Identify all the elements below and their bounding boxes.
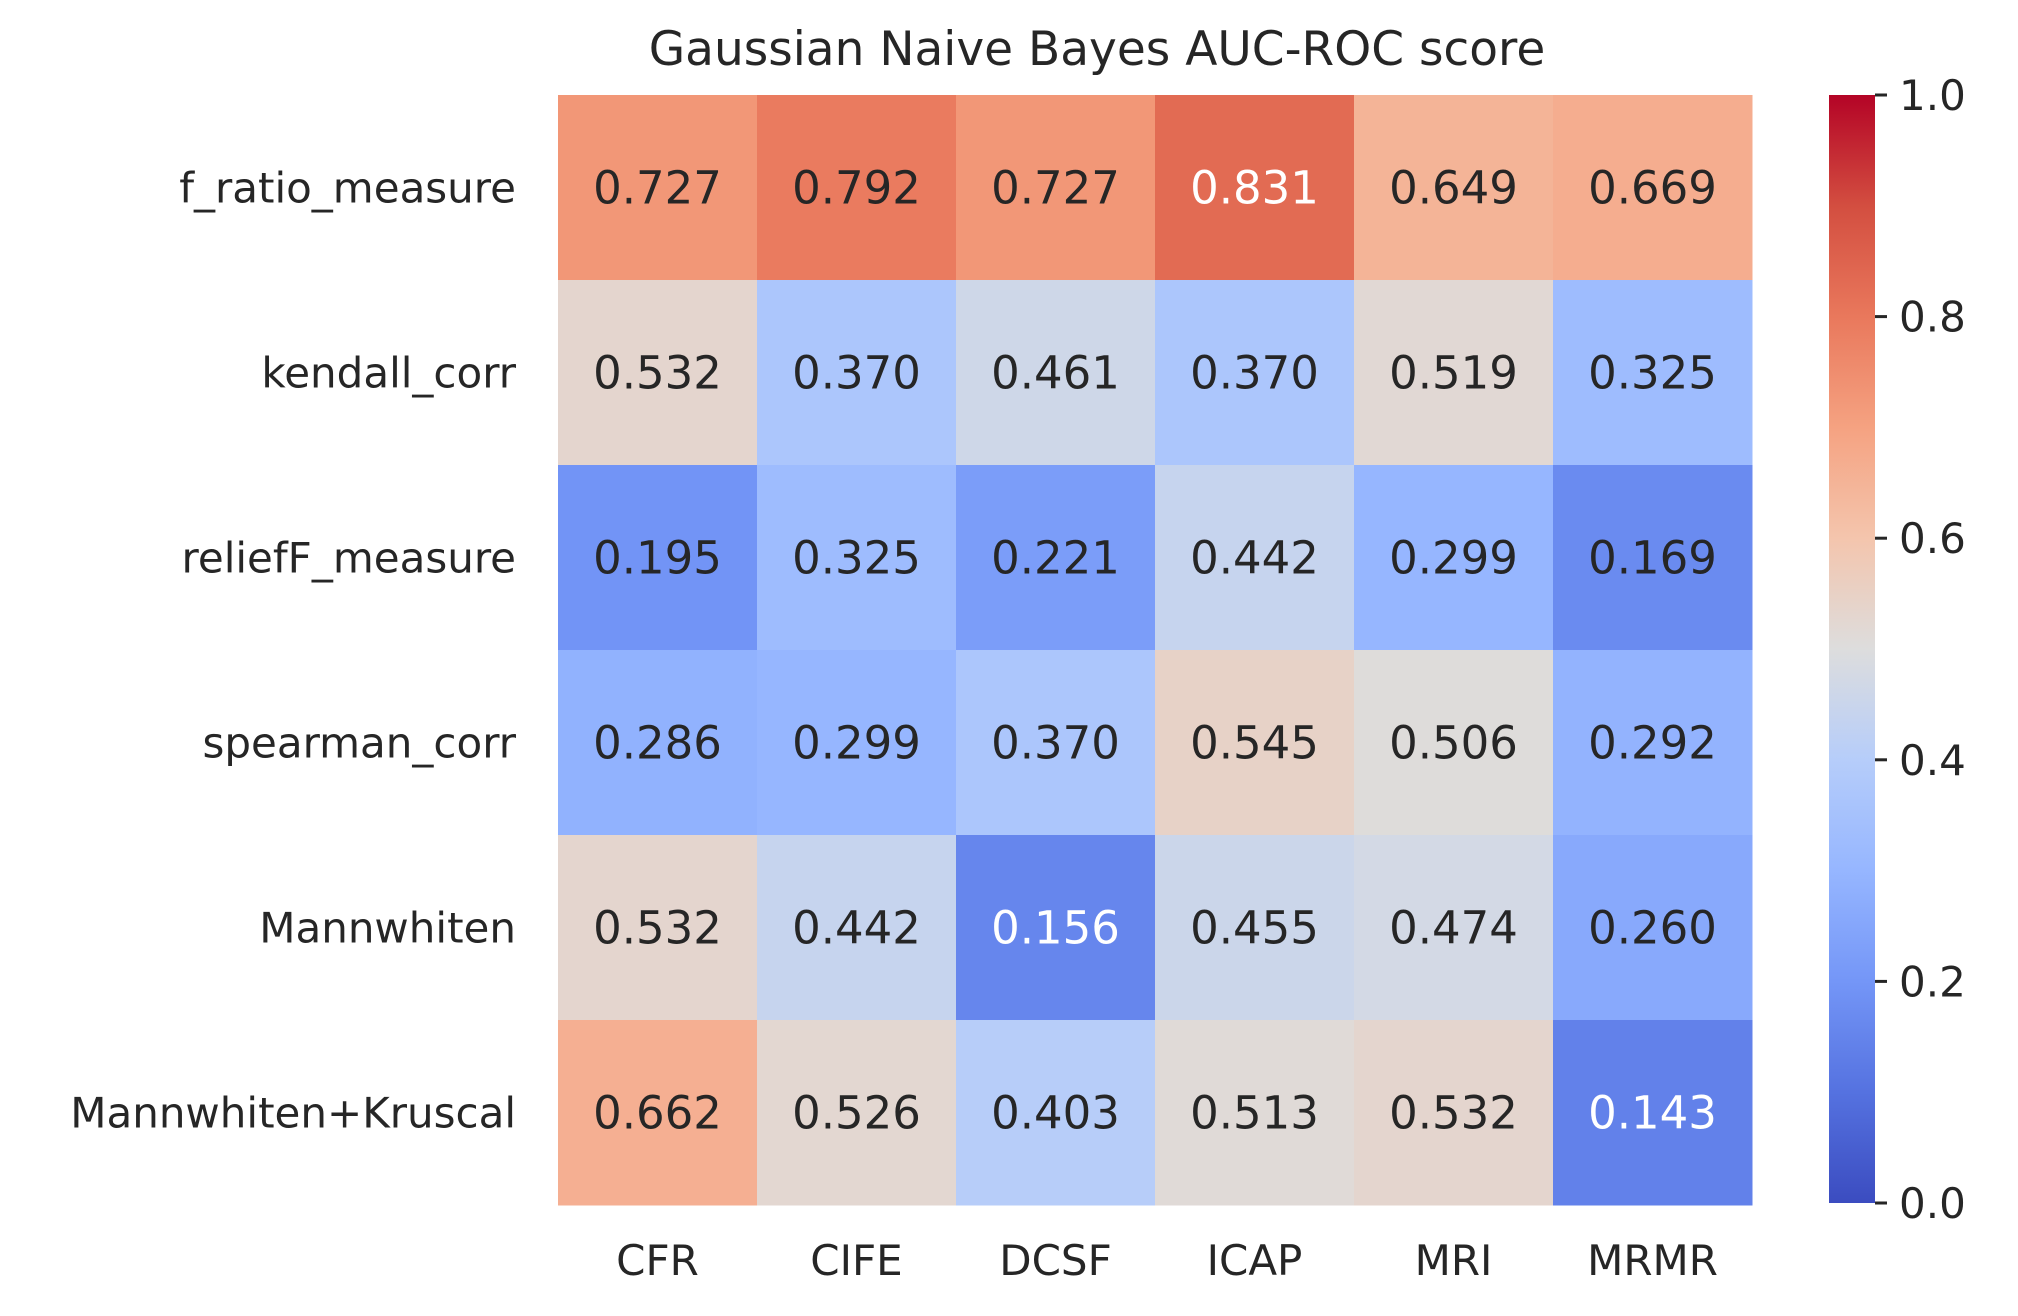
row-tick-label: kendall_corr	[261, 349, 516, 398]
cell-value-label: 0.532	[593, 902, 722, 955]
colorbar-tick-label: 1.0	[1899, 71, 1966, 120]
cell-value-label: 0.370	[991, 717, 1120, 770]
heatmap-cell	[956, 1020, 1156, 1206]
heatmap-cell	[1354, 280, 1554, 466]
cell-value-label: 0.442	[1190, 532, 1319, 585]
heatmap-cell	[1354, 835, 1554, 1021]
heatmap-cell	[956, 95, 1156, 281]
row-tick-labels: f_ratio_measure kendall_corr reliefF_measu…	[70, 164, 517, 1138]
heatmap-cell	[757, 650, 957, 836]
heatmap-cell	[1155, 1020, 1355, 1206]
cell-value-label: 0.260	[1588, 902, 1717, 955]
heatmap-cell	[1553, 835, 1753, 1021]
heatmap-cell	[1553, 280, 1753, 466]
colorbar-tick-label: 0.0	[1899, 1179, 1966, 1228]
heatmap-cell	[558, 280, 758, 466]
cell-value-label: 0.299	[1389, 532, 1518, 585]
cell-value-label: 0.370	[792, 347, 921, 400]
colorbar-tick-label: 0.8	[1899, 293, 1966, 342]
heatmap-cells	[558, 95, 1753, 1206]
heatmap-cell	[1553, 650, 1753, 836]
heatmap-cell	[1155, 835, 1355, 1021]
cell-value-label: 0.455	[1190, 902, 1319, 955]
cell-value-label: 0.370	[1190, 347, 1319, 400]
heatmap-cell	[1354, 1020, 1554, 1206]
heatmap-cell	[558, 465, 758, 651]
cell-value-label: 0.442	[792, 902, 921, 955]
chart-title: Gaussian Naive Bayes AUC-ROC score	[649, 22, 1546, 77]
row-tick-label: spearman_corr	[202, 719, 516, 768]
cell-value-label: 0.292	[1588, 717, 1717, 770]
heatmap-cell	[757, 1020, 957, 1206]
column-tick-label: CFR	[616, 1236, 699, 1285]
cell-value-label: 0.831	[1190, 162, 1319, 215]
colorbar-tick-label: 0.2	[1899, 957, 1966, 1006]
heatmap-cell	[1155, 650, 1355, 836]
heatmap-cell	[1553, 465, 1753, 651]
heatmap-cell	[558, 835, 758, 1021]
column-tick-label: ICAP	[1207, 1236, 1303, 1285]
heatmap-cell	[956, 280, 1156, 466]
cell-value-label: 0.649	[1389, 162, 1518, 215]
heatmap-cell	[757, 95, 957, 281]
heatmap-cell	[558, 650, 758, 836]
cell-value-label: 0.662	[593, 1087, 722, 1140]
row-tick-label: reliefF_measure	[182, 534, 516, 583]
column-tick-labels: CFR CIFE DCSF ICAP MRI MRMR	[616, 1236, 1718, 1285]
cell-value-label: 0.299	[792, 717, 921, 770]
heatmap-cell	[1155, 465, 1355, 651]
column-tick-label: CIFE	[810, 1236, 902, 1285]
heatmap-cell	[1553, 1020, 1753, 1206]
row-tick-label: Mannwhiten+Kruscal	[70, 1089, 516, 1138]
heatmap-cell	[1155, 95, 1355, 281]
heatmap-cell	[1155, 280, 1355, 466]
cell-value-label: 0.325	[792, 532, 921, 585]
heatmap-cell	[1354, 95, 1554, 281]
cell-value-label: 0.286	[593, 717, 722, 770]
cell-value-label: 0.461	[991, 347, 1120, 400]
cell-value-label: 0.532	[1389, 1087, 1518, 1140]
row-tick-label: f_ratio_measure	[179, 164, 516, 213]
heatmap-cell	[1354, 465, 1554, 651]
heatmap-cell	[558, 1020, 758, 1206]
heatmap-cell	[558, 95, 758, 281]
heatmap-cell	[757, 280, 957, 466]
cell-value-label: 0.156	[991, 902, 1120, 955]
cell-value-label: 0.143	[1588, 1087, 1717, 1140]
cell-value-label: 0.532	[593, 347, 722, 400]
cell-value-label: 0.474	[1389, 902, 1518, 955]
heatmap-cell	[757, 835, 957, 1021]
cell-value-label: 0.221	[991, 532, 1120, 585]
cell-value-label: 0.519	[1389, 347, 1518, 400]
cell-value-label: 0.526	[792, 1087, 921, 1140]
colorbar-tick-label: 0.6	[1899, 514, 1966, 563]
row-tick-label: Mannwhiten	[259, 904, 516, 953]
column-tick-label: MRMR	[1587, 1236, 1718, 1285]
colorbar	[1829, 95, 1875, 1203]
colorbar-ticks: 0.0 0.2 0.4 0.6 0.8 1.0	[1875, 71, 1966, 1228]
cell-value-label: 0.325	[1588, 347, 1717, 400]
cell-value-label: 0.727	[991, 162, 1120, 215]
heatmap-cell	[1354, 650, 1554, 836]
heatmap-cell	[956, 465, 1156, 651]
cell-value-label: 0.669	[1588, 162, 1717, 215]
heatmap-cell	[956, 650, 1156, 836]
cell-value-label: 0.506	[1389, 717, 1518, 770]
cell-value-label: 0.545	[1190, 717, 1319, 770]
cell-value-label: 0.792	[792, 162, 921, 215]
column-tick-label: MRI	[1415, 1236, 1493, 1285]
heatmap-cell-labels: 0.727 0.792 0.727 0.831 0.649 0.669 0.532 0.370…	[593, 162, 1717, 1140]
heatmap-cell	[757, 465, 957, 651]
cell-value-label: 0.169	[1588, 532, 1717, 585]
cell-value-label: 0.727	[593, 162, 722, 215]
heatmap-cell	[956, 835, 1156, 1021]
cell-value-label: 0.403	[991, 1087, 1120, 1140]
cell-value-label: 0.195	[593, 532, 722, 585]
heatmap-cell	[1553, 95, 1753, 281]
cell-value-label: 0.513	[1190, 1087, 1319, 1140]
column-tick-label: DCSF	[999, 1236, 1112, 1285]
colorbar-tick-label: 0.4	[1899, 736, 1966, 785]
